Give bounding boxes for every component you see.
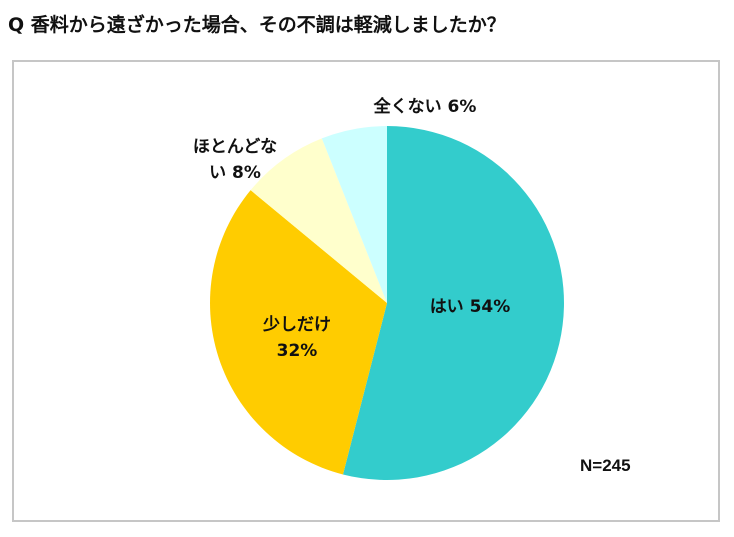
slice-label-2: ほとんどない 8%	[193, 137, 277, 183]
pie-labels: はい 54% 少しだけ 32% ほとんどない 8% 全くない 6%	[193, 96, 510, 361]
slice-label-3: 全くない 6%	[373, 96, 477, 117]
pie-slice-0	[342, 126, 564, 480]
sample-size-label: N=245	[580, 456, 631, 475]
chart-title: Q 香料から遠ざかった場合、その不調は軽減しましたか？	[8, 14, 506, 36]
slice-label-1: 少しだけ 32%	[262, 315, 331, 361]
chart-frame	[12, 60, 720, 522]
pie-slices	[210, 126, 564, 480]
pie-slice-3	[321, 126, 387, 303]
pie-slice-2	[250, 138, 387, 303]
pie-slice-1	[210, 190, 387, 475]
slice-label-0: はい 54%	[430, 297, 511, 317]
